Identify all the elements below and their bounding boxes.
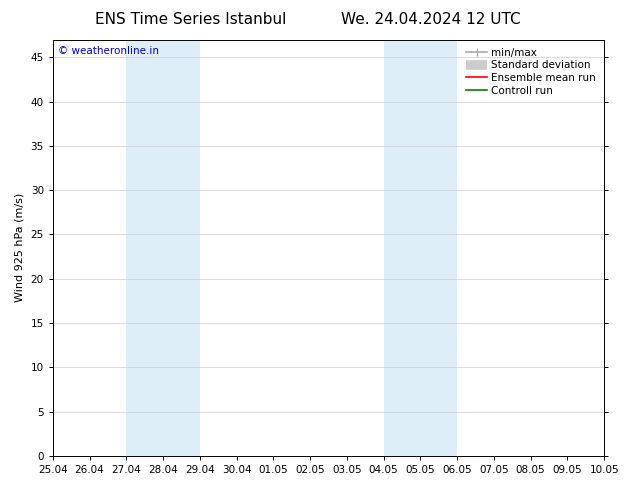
Text: We. 24.04.2024 12 UTC: We. 24.04.2024 12 UTC	[341, 12, 521, 27]
Y-axis label: Wind 925 hPa (m/s): Wind 925 hPa (m/s)	[15, 193, 25, 302]
Legend: min/max, Standard deviation, Ensemble mean run, Controll run: min/max, Standard deviation, Ensemble me…	[463, 45, 599, 99]
Bar	[126, 40, 200, 456]
Bar	[384, 40, 457, 456]
Text: © weatheronline.in: © weatheronline.in	[58, 46, 159, 56]
Text: ENS Time Series Istanbul: ENS Time Series Istanbul	[94, 12, 286, 27]
